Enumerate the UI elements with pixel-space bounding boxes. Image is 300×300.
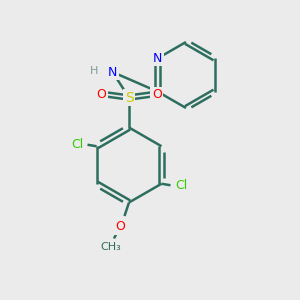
Text: O: O (115, 220, 125, 233)
Text: N: N (153, 52, 162, 65)
Text: O: O (152, 88, 162, 101)
Text: CH₃: CH₃ (100, 242, 122, 253)
Text: Cl: Cl (175, 179, 187, 192)
Text: H: H (90, 65, 99, 76)
Text: S: S (124, 91, 134, 104)
Text: Cl: Cl (71, 138, 83, 151)
Text: O: O (96, 88, 106, 101)
Text: N: N (108, 65, 117, 79)
